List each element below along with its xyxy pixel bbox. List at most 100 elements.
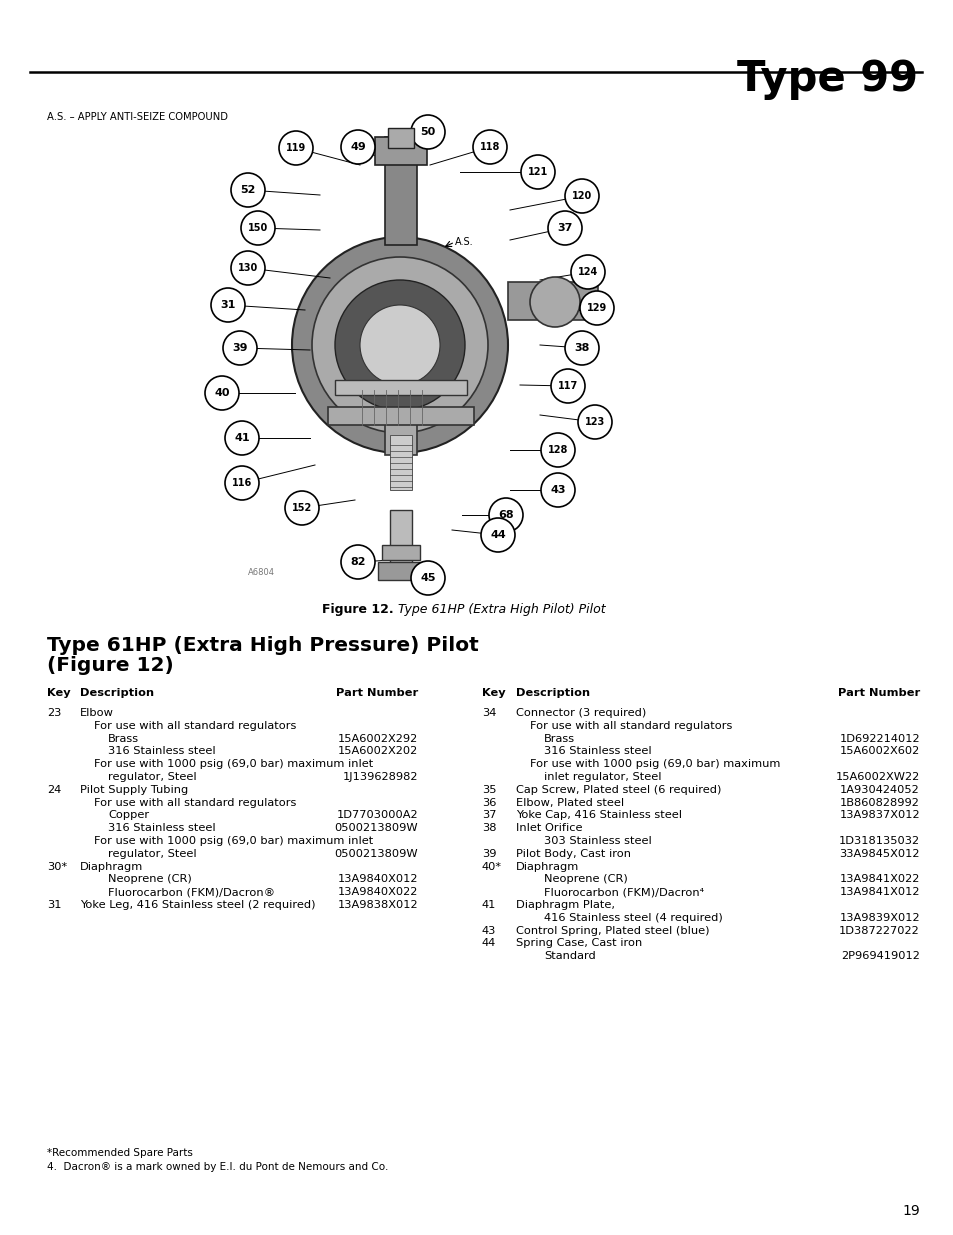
Circle shape (241, 211, 274, 245)
Text: inlet regulator, Steel: inlet regulator, Steel (543, 772, 660, 782)
Text: Key: Key (481, 688, 505, 698)
Bar (328, 408, 474, 425)
Text: Control Spring, Plated steel (blue): Control Spring, Plated steel (blue) (516, 925, 709, 936)
Text: Yoke Cap, 416 Stainless steel: Yoke Cap, 416 Stainless steel (516, 810, 681, 820)
Text: 23: 23 (47, 708, 61, 718)
Text: 1D318135032: 1D318135032 (838, 836, 919, 846)
Circle shape (473, 130, 506, 164)
Text: 15A6002X602: 15A6002X602 (839, 746, 919, 756)
Text: 130: 130 (237, 263, 258, 273)
Text: regulator, Steel: regulator, Steel (108, 848, 196, 858)
Bar (381, 545, 419, 559)
Circle shape (480, 517, 515, 552)
Text: Fluorocarbon (FKM)/Dacron®: Fluorocarbon (FKM)/Dacron® (108, 887, 274, 897)
Text: 1D387227022: 1D387227022 (839, 925, 919, 936)
Text: Standard: Standard (543, 951, 595, 961)
Bar (377, 562, 423, 580)
Text: *Recommended Spare Parts: *Recommended Spare Parts (47, 1149, 193, 1158)
Text: 41: 41 (481, 900, 496, 910)
Circle shape (312, 257, 488, 433)
Text: 30*: 30* (47, 862, 67, 872)
Circle shape (225, 421, 258, 454)
Text: 15A6002X202: 15A6002X202 (337, 746, 417, 756)
Text: 37: 37 (481, 810, 496, 820)
Text: 33A9845X012: 33A9845X012 (839, 848, 919, 858)
Text: 303 Stainless steel: 303 Stainless steel (543, 836, 651, 846)
Bar (385, 137, 416, 245)
Text: Cap Screw, Plated steel (6 required): Cap Screw, Plated steel (6 required) (516, 784, 720, 795)
Text: 40: 40 (214, 388, 230, 398)
Text: 2P969419012: 2P969419012 (841, 951, 919, 961)
Bar (385, 343, 416, 454)
Text: Neoprene (CR): Neoprene (CR) (108, 874, 192, 884)
Text: 0500213809W: 0500213809W (334, 824, 417, 834)
Circle shape (411, 561, 444, 595)
Text: Brass: Brass (108, 734, 139, 743)
Text: 44: 44 (481, 939, 496, 948)
Text: 123: 123 (584, 417, 604, 427)
Bar (507, 282, 598, 320)
Text: 124: 124 (578, 267, 598, 277)
Text: 39: 39 (481, 848, 496, 858)
Text: 36: 36 (481, 798, 496, 808)
Circle shape (231, 251, 265, 285)
Text: Description: Description (516, 688, 590, 698)
Circle shape (564, 179, 598, 212)
Text: Elbow, Plated steel: Elbow, Plated steel (516, 798, 623, 808)
Text: 13A9841X022: 13A9841X022 (839, 874, 919, 884)
Circle shape (489, 498, 522, 532)
Text: Brass: Brass (543, 734, 575, 743)
Text: 44: 44 (490, 530, 505, 540)
Circle shape (551, 369, 584, 403)
Circle shape (223, 331, 256, 366)
Text: 43: 43 (481, 925, 496, 936)
Text: Description: Description (80, 688, 154, 698)
Text: 1J139628982: 1J139628982 (342, 772, 417, 782)
Circle shape (335, 280, 464, 410)
Text: Elbow: Elbow (80, 708, 113, 718)
Text: 68: 68 (497, 510, 514, 520)
Text: 152: 152 (292, 503, 312, 513)
Text: 1B860828992: 1B860828992 (840, 798, 919, 808)
Text: 120: 120 (571, 191, 592, 201)
Circle shape (540, 473, 575, 508)
Circle shape (411, 115, 444, 149)
Text: Yoke Leg, 416 Stainless steel (2 required): Yoke Leg, 416 Stainless steel (2 require… (80, 900, 315, 910)
Text: 416 Stainless steel (4 required): 416 Stainless steel (4 required) (543, 913, 722, 923)
Text: 1A930424052: 1A930424052 (840, 784, 919, 795)
Text: 50: 50 (420, 127, 436, 137)
Circle shape (579, 291, 614, 325)
Circle shape (231, 173, 265, 207)
Text: 13A9840X012: 13A9840X012 (337, 874, 417, 884)
Text: Type 61HP (Extra High Pressure) Pilot: Type 61HP (Extra High Pressure) Pilot (47, 636, 478, 655)
Text: 82: 82 (350, 557, 365, 567)
Text: 52: 52 (240, 185, 255, 195)
Text: For use with 1000 psig (69,0 bar) maximum: For use with 1000 psig (69,0 bar) maximu… (530, 760, 780, 769)
Circle shape (340, 130, 375, 164)
Bar (375, 137, 427, 165)
Text: 40*: 40* (481, 862, 501, 872)
Text: Pilot Supply Tubing: Pilot Supply Tubing (80, 784, 188, 795)
Text: Pilot Body, Cast iron: Pilot Body, Cast iron (516, 848, 630, 858)
Text: 39: 39 (232, 343, 248, 353)
Bar (335, 380, 467, 395)
Text: For use with 1000 psig (69,0 bar) maximum inlet: For use with 1000 psig (69,0 bar) maximu… (94, 836, 373, 846)
Text: Spring Case, Cast iron: Spring Case, Cast iron (516, 939, 641, 948)
Text: 41: 41 (233, 433, 250, 443)
Circle shape (530, 277, 579, 327)
Text: 49: 49 (350, 142, 366, 152)
Text: For use with all standard regulators: For use with all standard regulators (94, 721, 296, 731)
Text: 1D692214012: 1D692214012 (839, 734, 919, 743)
Text: 129: 129 (586, 303, 606, 312)
Text: (Figure 12): (Figure 12) (47, 656, 173, 676)
Text: 116: 116 (232, 478, 252, 488)
Text: A6804: A6804 (248, 568, 274, 577)
Text: Key: Key (47, 688, 71, 698)
Text: 316 Stainless steel: 316 Stainless steel (108, 746, 215, 756)
Text: Connector (3 required): Connector (3 required) (516, 708, 645, 718)
Text: 31: 31 (47, 900, 61, 910)
Circle shape (205, 375, 239, 410)
Text: 13A9841X012: 13A9841X012 (839, 887, 919, 897)
Circle shape (278, 131, 313, 165)
Text: 13A9839X012: 13A9839X012 (839, 913, 919, 923)
